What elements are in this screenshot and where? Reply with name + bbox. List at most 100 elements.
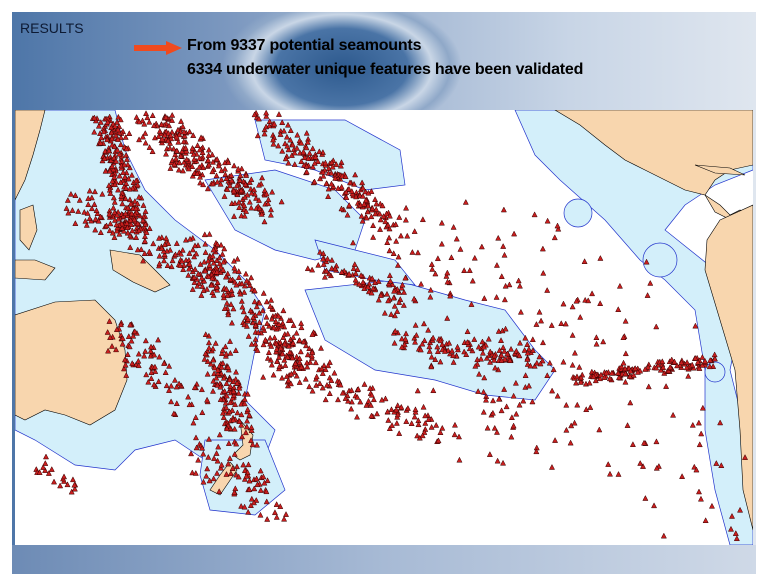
triangle-seamount-icon [211,455,218,461]
triangle-seamount-icon [275,312,282,319]
triangle-seamount-icon [573,373,581,380]
triangle-seamount-icon [369,205,376,212]
triangle-seamount-icon [298,139,305,146]
triangle-seamount-icon [225,440,232,446]
triangle-seamount-icon [88,194,95,201]
triangle-seamount-icon [155,234,163,241]
triangle-seamount-icon [231,162,238,169]
triangle-seamount-icon [468,301,475,307]
triangle-seamount-icon [480,388,487,395]
triangle-seamount-icon [585,297,592,304]
triangle-seamount-icon [333,161,340,167]
triangle-seamount-icon [368,391,375,398]
triangle-seamount-icon [474,356,481,363]
triangle-seamount-icon [142,337,149,344]
triangle-seamount-icon [695,488,702,495]
triangle-seamount-icon [91,114,98,121]
triangle-seamount-icon [240,308,247,315]
triangle-seamount-icon [577,378,584,385]
triangle-seamount-icon [364,208,371,215]
triangle-seamount-icon [125,333,132,339]
triangle-seamount-icon [644,292,651,298]
triangle-seamount-icon [529,398,536,405]
triangle-seamount-icon [417,346,424,353]
triangle-seamount-icon [188,450,195,457]
triangle-seamount-icon [283,373,290,379]
triangle-seamount-icon [236,418,243,424]
triangle-seamount-icon [303,163,310,169]
triangle-seamount-icon [260,289,267,296]
triangle-seamount-icon [328,180,335,187]
triangle-seamount-icon [373,206,380,212]
triangle-seamount-icon [395,253,402,260]
triangle-seamount-icon [685,372,692,379]
triangle-seamount-icon [367,385,374,391]
triangle-seamount-icon [120,169,127,175]
triangle-seamount-icon [275,354,282,360]
triangle-seamount-icon [232,485,239,492]
triangle-seamount-icon [403,204,410,211]
triangle-seamount-icon [123,151,130,158]
triangle-seamount-icon [248,176,255,183]
triangle-seamount-icon [92,117,99,124]
triangle-seamount-icon [117,134,124,141]
triangle-seamount-icon [65,209,72,216]
triangle-seamount-icon [368,289,375,296]
triangle-seamount-icon [246,411,253,418]
triangle-seamount-icon [279,147,286,154]
triangle-seamount-icon [309,266,316,273]
triangle-seamount-icon [257,487,264,493]
triangle-seamount-icon [281,515,288,522]
triangle-seamount-icon [216,260,223,267]
land-philippines [19,204,38,251]
triangle-seamount-icon [122,195,129,202]
triangle-seamount-icon [140,257,147,264]
triangle-seamount-icon [387,277,394,284]
triangle-seamount-icon [425,416,432,422]
triangle-seamount-icon [346,201,353,208]
triangle-seamount-icon [233,440,240,447]
triangle-seamount-icon [263,298,270,305]
triangle-seamount-icon [175,138,182,145]
triangle-seamount-icon [302,375,309,382]
triangle-seamount-icon [200,450,207,457]
triangle-seamount-icon [208,281,215,288]
triangle-seamount-icon [533,359,540,366]
triangle-seamount-icon [198,274,205,281]
triangle-seamount-icon [581,258,588,264]
triangle-seamount-icon [146,225,153,232]
headline-validated-features: 6334 underwater unique features have bee… [187,61,584,78]
triangle-seamount-icon [667,364,674,370]
triangle-seamount-icon [214,469,221,476]
triangle-seamount-icon [242,181,249,187]
triangle-seamount-icon [419,216,426,223]
triangle-seamount-icon [245,461,252,468]
triangle-seamount-icon [403,418,410,424]
triangle-seamount-icon [231,450,238,457]
triangle-seamount-icon [353,279,360,286]
triangle-seamount-icon [205,435,212,442]
triangle-seamount-icon [200,181,207,188]
triangle-seamount-icon [285,377,292,384]
triangle-seamount-icon [63,205,70,211]
slide-footer-band [12,545,756,574]
triangle-seamount-icon [321,362,328,369]
triangle-seamount-icon [97,213,104,220]
triangle-seamount-icon [257,467,264,474]
triangle-seamount-icon [447,292,454,299]
triangle-seamount-icon [268,342,275,349]
triangle-seamount-icon [214,369,221,376]
triangle-seamount-icon [280,127,288,134]
triangle-seamount-icon [205,157,212,163]
triangle-seamount-icon [270,371,277,378]
triangle-seamount-icon [412,321,419,328]
triangle-seamount-icon [119,335,126,341]
triangle-seamount-icon [370,222,377,229]
triangle-seamount-icon [265,196,272,203]
triangle-seamount-icon [501,296,508,303]
triangle-seamount-icon [173,240,180,246]
triangle-seamount-icon [309,331,316,337]
triangle-seamount-icon [271,509,278,516]
triangle-seamount-icon [85,201,92,208]
slide-title: RESULTS [20,20,84,36]
